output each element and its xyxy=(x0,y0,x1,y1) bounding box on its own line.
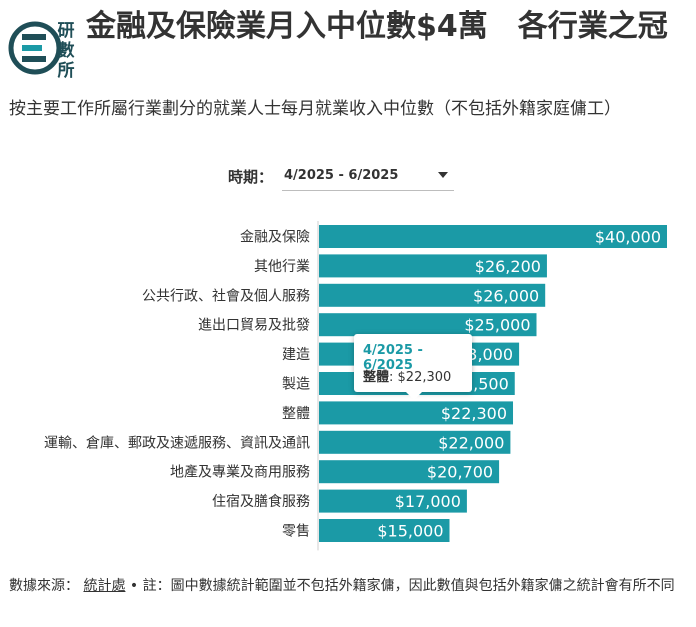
category-label: 地產及專業及商用服務 xyxy=(170,464,310,481)
period-selected-value: 4/2025 - 6/2025 xyxy=(284,168,399,183)
logo: 研 數 所 xyxy=(8,21,75,81)
category-label: 製造 xyxy=(282,377,310,393)
category-label: 金融及保險 xyxy=(240,230,310,246)
data-label: $17,000 xyxy=(395,492,461,511)
category-label: 運輸、倉庫、郵政及速遞服務、資訊及通訊 xyxy=(44,434,310,451)
tooltip-value: $22,300 xyxy=(397,370,452,385)
logo-ring xyxy=(8,21,62,75)
logo-char: 研 xyxy=(58,21,75,41)
bar[interactable] xyxy=(319,225,667,248)
tooltip: 4/2025 - 6/2025 整體: $22,300 xyxy=(354,334,472,400)
bar[interactable] xyxy=(319,401,514,425)
data-label: $40,000 xyxy=(595,228,661,247)
source-prefix: 數據來源： xyxy=(9,578,79,594)
period-label: 時期： xyxy=(228,168,274,186)
bar[interactable] xyxy=(319,519,450,542)
tooltip-row: 整體: $22,300 xyxy=(363,366,451,385)
bar[interactable] xyxy=(319,430,511,454)
category-label: 公共行政、社會及個人服務 xyxy=(142,288,310,304)
bar[interactable] xyxy=(319,254,547,278)
data-label: $20,700 xyxy=(427,463,493,482)
chart-subtitle: 按主要工作所屬行業劃分的就業人士每月就業收入中位數（不包括外籍家庭傭工） xyxy=(9,99,621,119)
bar[interactable] xyxy=(319,283,546,307)
period-dropdown[interactable]: 4/2025 - 6/2025 xyxy=(282,160,454,191)
data-label: $22,000 xyxy=(438,433,504,452)
logo-char: 所 xyxy=(58,61,75,81)
logo-char: 數 xyxy=(58,40,75,61)
logo-bar xyxy=(22,45,42,51)
data-label: $22,300 xyxy=(441,404,507,423)
bar[interactable] xyxy=(319,489,467,513)
tooltip-series: 整體 xyxy=(363,370,390,385)
data-label: $26,200 xyxy=(475,257,541,276)
tooltip-period: 4/2025 - 6/2025 xyxy=(363,343,423,373)
data-label: $25,000 xyxy=(464,316,530,335)
category-label: 其他行業 xyxy=(254,259,310,275)
tooltip-colon: : xyxy=(389,370,398,385)
bar-chart: 金融及保險 $40,000 其他行業 $26,200 公共行政、社會及個人服務 $26,0… xyxy=(44,221,667,551)
bar[interactable] xyxy=(319,313,537,337)
data-label: $26,000 xyxy=(473,286,539,305)
bar[interactable] xyxy=(319,460,500,484)
source-link[interactable]: 統計處 xyxy=(83,578,126,594)
data-label: $15,000 xyxy=(377,522,443,541)
footer-note: • 註：圖中數據統計範圍並不包括外籍家傭，因此數值與包括外籍家傭之統計會有所不同 xyxy=(129,578,675,594)
category-label: 住宿及膳食服務 xyxy=(212,493,310,510)
footer: 數據來源： 統計處 • 註：圖中數據統計範圍並不包括外籍家傭，因此數值與包括外籍… xyxy=(9,575,689,597)
chart-title: 金融及保險業月入中位數$4萬 各行業之冠 xyxy=(86,9,668,44)
logo-bar xyxy=(22,34,46,40)
category-label: 建造 xyxy=(282,347,310,363)
category-label: 零售 xyxy=(282,524,310,540)
chevron-down-icon xyxy=(438,172,448,178)
category-label: 進出口貿易及批發 xyxy=(198,318,310,334)
category-label: 整體 xyxy=(282,406,310,422)
logo-bar xyxy=(22,56,46,62)
